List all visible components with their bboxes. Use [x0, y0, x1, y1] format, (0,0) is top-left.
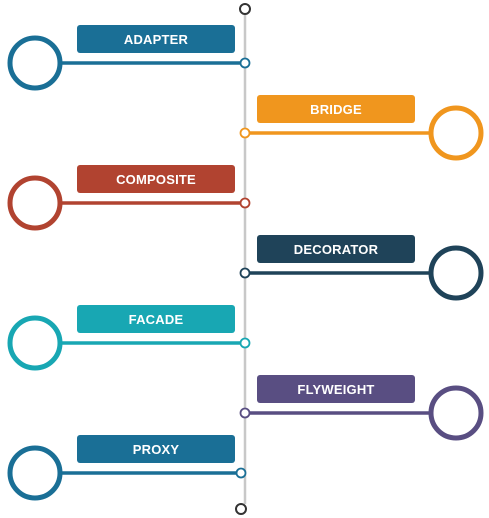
composite-label: COMPOSITE — [77, 165, 235, 193]
bridge-circle — [428, 105, 484, 161]
timeline-start-cap — [239, 3, 251, 15]
adapter-circle — [7, 35, 63, 91]
bridge-label: BRIDGE — [257, 95, 415, 123]
adapter-label: ADAPTER — [77, 25, 235, 53]
proxy-circle — [7, 445, 63, 501]
decorator-node — [239, 267, 251, 279]
facade-circle — [7, 315, 63, 371]
adapter-node — [239, 57, 251, 69]
flyweight-circle — [428, 385, 484, 441]
flyweight-node — [239, 407, 251, 419]
bridge-node — [239, 127, 251, 139]
composite-node — [239, 197, 251, 209]
composite-circle — [7, 175, 63, 231]
facade-node — [239, 337, 251, 349]
decorator-label: DECORATOR — [257, 235, 415, 263]
facade-label: FACADE — [77, 305, 235, 333]
flyweight-label: FLYWEIGHT — [257, 375, 415, 403]
proxy-label: PROXY — [77, 435, 235, 463]
proxy-node — [235, 467, 247, 479]
timeline-end-cap — [235, 503, 247, 515]
decorator-circle — [428, 245, 484, 301]
